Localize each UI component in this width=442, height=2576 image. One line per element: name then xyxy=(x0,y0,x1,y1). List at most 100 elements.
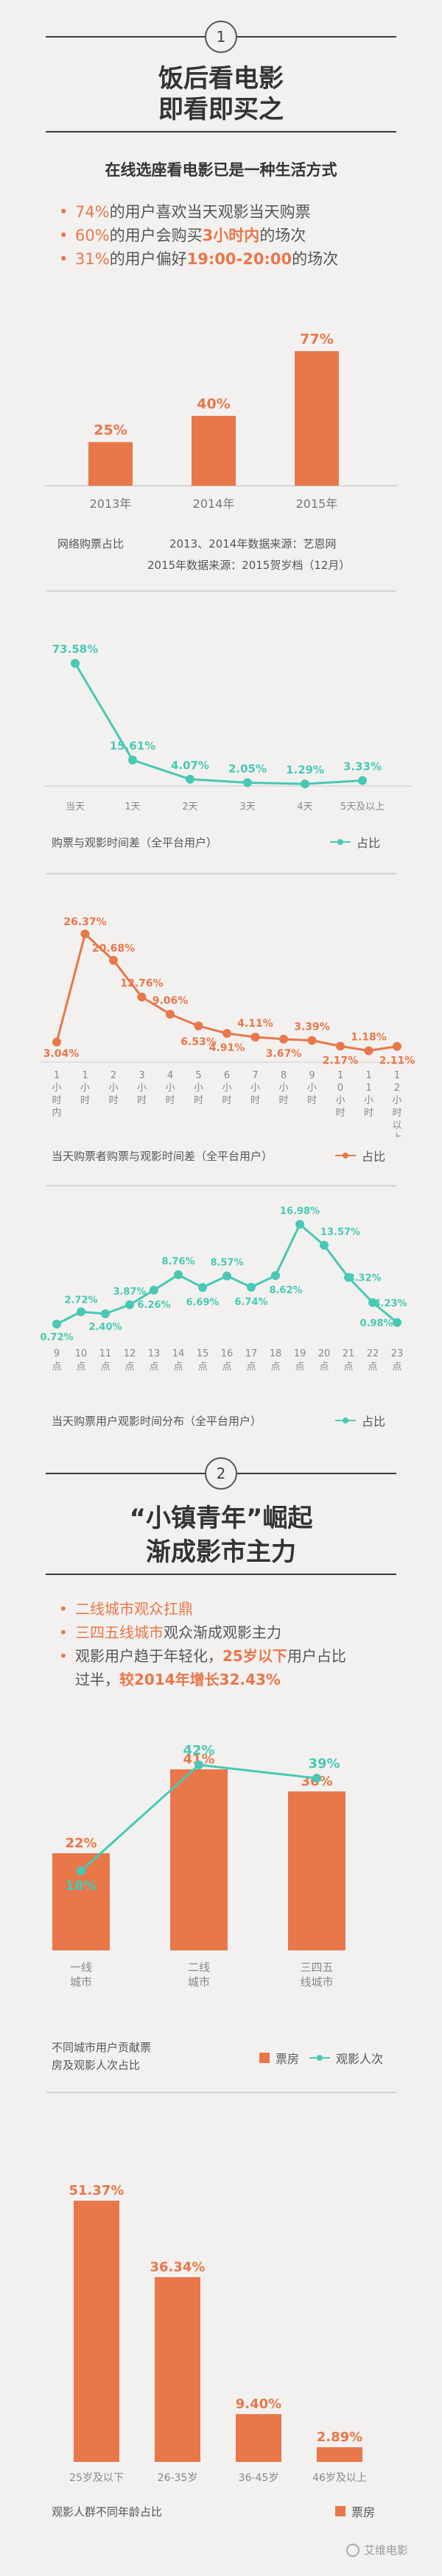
bullet-dot: • xyxy=(59,1624,68,1641)
bar xyxy=(288,1791,345,1950)
section2-title-line1: “小镇青年”崛起 xyxy=(129,1504,313,1533)
data-label: 6.26% xyxy=(137,1300,170,1311)
chart1-source-2: 2015年数据来源：2015贺岁档（12月） xyxy=(147,559,351,572)
data-point xyxy=(77,1307,85,1317)
x-tick-label: 小 xyxy=(250,1083,260,1094)
x-tick-label: 点 xyxy=(222,1362,231,1373)
data-point xyxy=(174,1270,183,1279)
chart6-legend: 票房 xyxy=(335,2502,375,2520)
x-tick-label: 1 xyxy=(82,1070,88,1081)
data-label: 16.98% xyxy=(280,1206,320,1217)
data-point xyxy=(52,1320,61,1328)
data-label: 1.18% xyxy=(351,1032,387,1044)
data-label: 1.29% xyxy=(286,763,324,776)
x-tick-label: 8 xyxy=(281,1070,287,1081)
series-line xyxy=(74,662,363,785)
data-label: 0.72% xyxy=(41,1332,74,1343)
bullet-pct: 60% xyxy=(75,227,110,244)
chart2-legend: 占比 xyxy=(330,833,380,851)
bar-value-label: 36.34% xyxy=(150,2260,206,2275)
chart2-legend-label: 占比 xyxy=(357,836,381,850)
bullet-row: • 60%的用户会购买3小时内的场次 xyxy=(59,224,413,247)
chart1-source-1: 2013、2014年数据来源：艺恩网 xyxy=(169,537,337,551)
data-point xyxy=(150,1285,158,1295)
bar-value-label: 40% xyxy=(197,396,230,412)
bullet-highlight: 3小时内 xyxy=(202,227,260,244)
x-tick-label: 小 xyxy=(165,1083,175,1094)
x-tick-label: 点 xyxy=(270,1362,280,1373)
bullet-pct: 74% xyxy=(75,203,110,221)
x-tick-label: 以 xyxy=(392,1120,401,1131)
bar-value-label: 22% xyxy=(65,1836,97,1851)
data-label: 3.33% xyxy=(343,760,382,773)
bullet-text: 观众渐成观影主力 xyxy=(164,1624,281,1641)
chart5-caption-line2: 房及观影人次占比 xyxy=(52,2059,141,2072)
chart6-caption: 观影人群不同年龄占比 xyxy=(52,2505,163,2519)
x-tick-label: 小 xyxy=(194,1083,203,1094)
bar-value-label: 2.89% xyxy=(317,2430,362,2445)
x-tick-label: 小 xyxy=(52,1083,61,1094)
bar-value-label: 51.37% xyxy=(69,2183,124,2198)
bar xyxy=(236,2414,281,2462)
chart4-legend-label: 占比 xyxy=(362,1415,386,1429)
bullet-highlight: 19:00-20:00 xyxy=(186,250,292,268)
chart5-legend-bar-label: 票房 xyxy=(276,2052,300,2066)
data-label: 73.58% xyxy=(52,643,98,656)
bar-value-label: 77% xyxy=(300,331,333,347)
x-tick-label: 1 xyxy=(394,1070,400,1081)
x-tick-label: 2天 xyxy=(182,802,197,813)
chart-age-group-share: 51.37% 25岁及以下 36.34% 26-35岁 9.40% 36-45岁 2.89%… xyxy=(69,2183,367,2484)
data-point xyxy=(166,1009,175,1019)
x-tick-label: 时 xyxy=(364,1108,373,1119)
data-label: 0.98% xyxy=(359,1318,393,1329)
data-point xyxy=(71,659,80,668)
x-tick-label: 一线 xyxy=(70,1961,92,1974)
bullet-text: 的用户会购买 xyxy=(109,227,203,244)
x-tick-label: 点 xyxy=(197,1362,207,1373)
data-label: 3.87% xyxy=(113,1287,146,1298)
data-label: 3.67% xyxy=(266,1048,302,1060)
x-tick-label: 1 xyxy=(365,1083,371,1094)
data-label: 4.07% xyxy=(171,759,209,772)
x-tick-label: 5天及以上 xyxy=(340,802,385,813)
data-label: 2.17% xyxy=(323,1055,359,1066)
divider xyxy=(46,590,396,592)
bullet-dot: • xyxy=(59,227,69,244)
data-label: 26.37% xyxy=(63,916,106,928)
section1-title: 饭后看电影 即看即买之 xyxy=(0,63,442,125)
data-label: 3.04% xyxy=(43,1048,80,1060)
bullet-row: • 31%的用户偏好19:00-20:00的场次 xyxy=(59,247,413,271)
data-point xyxy=(101,1309,110,1318)
chart3-legend: 占比 xyxy=(335,1147,385,1164)
x-tick-label: 26-35岁 xyxy=(158,2472,198,2484)
data-point xyxy=(364,1046,373,1055)
section1-title-line1: 饭后看电影 xyxy=(158,64,284,93)
x-tick-label: 20 xyxy=(318,1348,331,1359)
x-tick-label: 19 xyxy=(294,1348,306,1359)
data-point xyxy=(194,1761,203,1769)
data-label: 15.61% xyxy=(110,740,155,753)
data-label: 20.68% xyxy=(92,943,135,955)
x-tick-label: 18 xyxy=(270,1348,282,1359)
data-point xyxy=(344,1273,353,1282)
data-label: 3.39% xyxy=(294,1022,330,1033)
x-tick-label: 16 xyxy=(221,1348,234,1359)
data-point xyxy=(243,778,252,788)
x-tick-label: 15 xyxy=(197,1348,209,1359)
x-tick-label: 小 xyxy=(80,1083,90,1094)
data-point xyxy=(279,1034,288,1044)
section2-title-line2: 渐成影市主力 xyxy=(146,1538,296,1567)
bullet-dot: • xyxy=(59,1600,68,1618)
bullet-highlight: 较2014年增长32.43% xyxy=(119,1671,281,1688)
x-tick-label: 点 xyxy=(343,1362,353,1373)
divider xyxy=(46,873,396,874)
x-tick-label: 时 xyxy=(307,1095,317,1106)
data-label: 8.57% xyxy=(210,1258,243,1269)
bar-value-label: 41% xyxy=(183,1752,214,1767)
legend-line-marker xyxy=(335,1418,356,1423)
data-label: 12.76% xyxy=(120,978,163,990)
bullet-post: 的场次 xyxy=(292,250,339,268)
x-tick-label: 7 xyxy=(252,1070,258,1081)
bullet-text: 的用户偏好 xyxy=(109,250,187,268)
